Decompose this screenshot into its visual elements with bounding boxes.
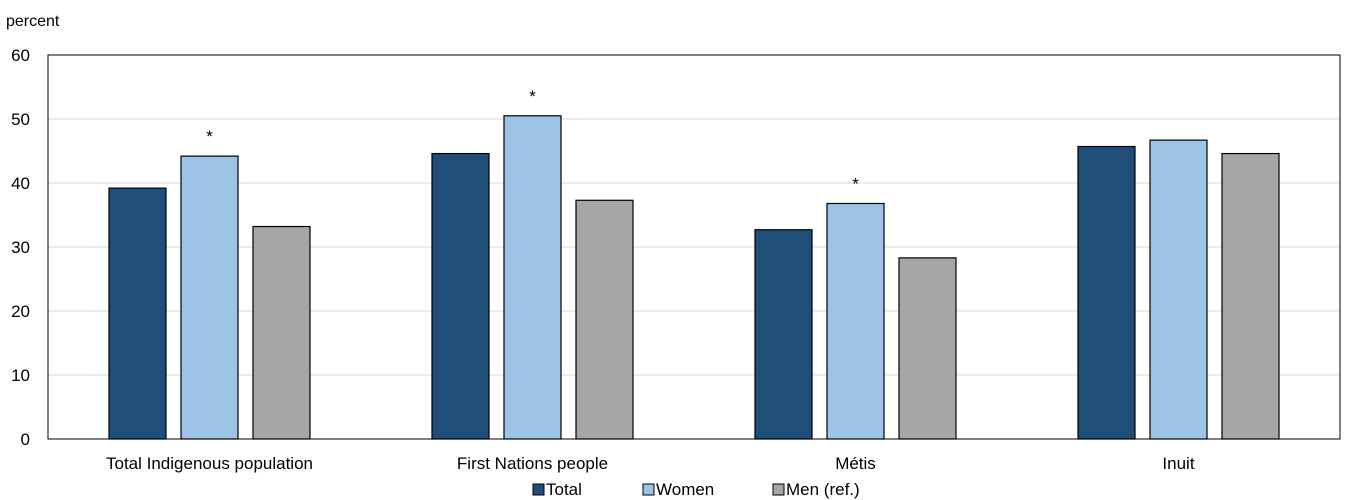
bar-total bbox=[108, 187, 167, 440]
y-tick-label: 50 bbox=[11, 110, 30, 129]
y-axis-ticks: 0 10 20 30 40 50 60 bbox=[11, 46, 30, 449]
y-axis-unit-label: percent bbox=[6, 13, 60, 30]
bars bbox=[108, 115, 1280, 440]
x-category-label: First Nations people bbox=[457, 454, 608, 473]
legend-item: Men (ref.) bbox=[772, 480, 860, 499]
bar-women bbox=[1149, 139, 1208, 440]
gridlines bbox=[47, 54, 1341, 440]
y-tick-label: 20 bbox=[11, 302, 30, 321]
x-axis-labels: Total Indigenous population First Nations… bbox=[106, 454, 1195, 473]
bar-total bbox=[1077, 145, 1136, 440]
x-category-label: Métis bbox=[835, 454, 876, 473]
bar-men-ref bbox=[1221, 152, 1280, 440]
bar-men-ref bbox=[252, 225, 311, 440]
bar-total bbox=[431, 152, 490, 440]
bar-men-ref bbox=[575, 199, 634, 440]
y-tick-label: 40 bbox=[11, 174, 30, 193]
bar-women bbox=[503, 115, 562, 440]
y-tick-label: 10 bbox=[11, 366, 30, 385]
legend-label: Men (ref.) bbox=[786, 480, 860, 499]
legend-swatch bbox=[772, 483, 785, 496]
x-category-label: Inuit bbox=[1162, 454, 1194, 473]
annotations: * * * bbox=[206, 87, 859, 194]
significance-marker: * bbox=[206, 127, 213, 146]
bar-men-ref bbox=[898, 257, 957, 440]
bar-women bbox=[826, 202, 885, 440]
legend-label: Women bbox=[656, 480, 714, 499]
bar-total bbox=[754, 229, 813, 440]
bar-women bbox=[180, 155, 239, 440]
significance-marker: * bbox=[529, 87, 536, 106]
y-tick-label: 60 bbox=[11, 46, 30, 65]
plot-frame bbox=[47, 54, 1341, 440]
y-tick-label: 30 bbox=[11, 238, 30, 257]
legend-item: Total bbox=[532, 480, 582, 499]
legend-label: Total bbox=[546, 480, 582, 499]
legend-item: Women bbox=[642, 480, 714, 499]
legend: Total Women Men (ref.) bbox=[532, 480, 860, 499]
significance-marker: * bbox=[852, 174, 859, 193]
legend-swatch bbox=[532, 483, 545, 496]
y-tick-label: 0 bbox=[21, 430, 30, 449]
legend-swatch bbox=[642, 483, 655, 496]
x-category-label: Total Indigenous population bbox=[106, 454, 313, 473]
